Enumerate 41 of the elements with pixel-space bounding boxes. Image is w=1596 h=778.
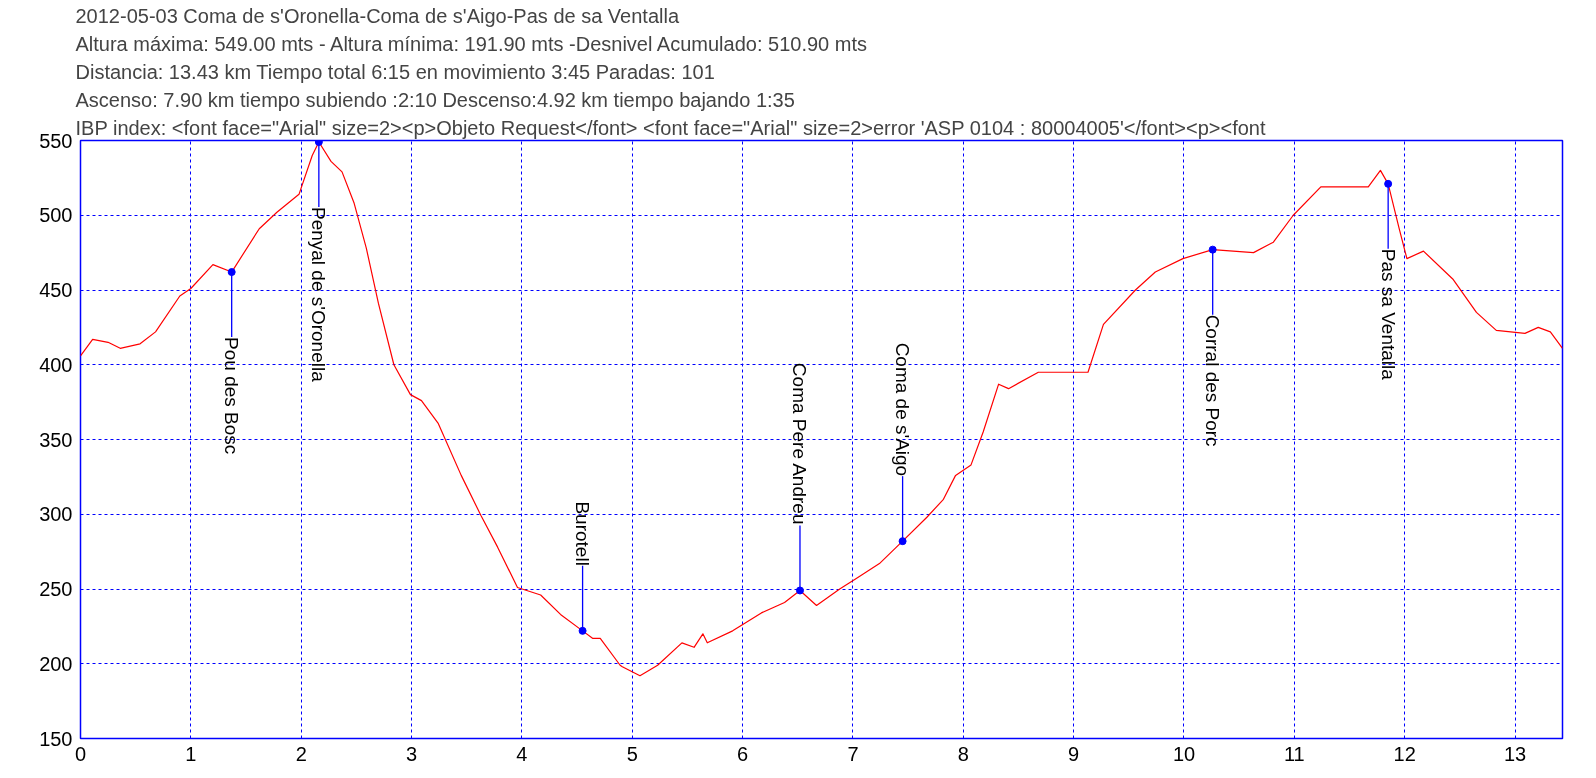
y-tick-label: 550	[39, 129, 73, 152]
annotation: Pas sa Ventalla	[1377, 248, 1399, 381]
x-tick-label: 13	[1503, 742, 1527, 765]
y-tick-label: 250	[39, 578, 73, 600]
point	[578, 626, 587, 635]
x-tick-label: 3	[405, 742, 418, 765]
x-tick-label: 6	[737, 742, 749, 765]
x-tick-label: 9	[1068, 742, 1080, 765]
x-tick-label: 2	[295, 742, 307, 765]
point	[1208, 245, 1217, 254]
text: IBP index: <font face="Arial" size=2><p>Objeto Request</font> <font face="Arial" size=2>error 'ASP 0104 : 80004005'</font><p><font	[75, 116, 1266, 139]
y-tick-label: 200	[39, 652, 73, 675]
x-tick-label: 0	[74, 742, 87, 765]
chart-title: 2012-05-03 Coma de s'Oronella-Coma de s'Aigo-Pas de sa Ventalla	[75, 4, 680, 27]
y-tick-label: 500	[39, 204, 73, 227]
annotation: Coma de s'Aigo	[892, 342, 914, 477]
x-tick-label: 11	[1283, 742, 1305, 765]
x-tick-label: 12	[1393, 742, 1416, 765]
x-tick-label: 10	[1172, 742, 1196, 765]
x-tick-label: 8	[957, 742, 969, 765]
point	[1384, 179, 1393, 188]
y-tick-label: 300	[39, 503, 73, 526]
annotation: Pou des Bosc	[221, 337, 243, 455]
chart-subtitle: Altura máxima: 549.00 mts - Altura mínima: 191.90 mts -Desnivel Acumulado: 510.90 mts	[75, 32, 867, 55]
text: Distancia: 13.43 km Tiempo total 6:15 en movimiento 3:45 Paradas: 101	[75, 60, 715, 83]
y-tick-label: 450	[39, 279, 73, 301]
x-tick-label: 7	[847, 742, 859, 765]
annotation: Burotell	[572, 501, 594, 566]
annotation: Corral des Porc	[1202, 314, 1224, 447]
point	[898, 537, 907, 546]
y-tick-label: 400	[39, 353, 73, 376]
x-tick-label: 5	[626, 742, 638, 765]
annotation: Coma Pere Andreu	[789, 362, 811, 525]
annotation: Penyal de s'Oronella	[308, 206, 330, 383]
y-tick-label: 150	[39, 727, 73, 750]
point	[795, 586, 804, 595]
x-tick-label: 4	[516, 742, 528, 765]
text: Ascenso: 7.90 km tiempo subiendo :2:10 Descenso:4.92 km tiempo bajando 1:35	[75, 88, 795, 111]
x-tick-label: 1	[185, 742, 197, 765]
point	[227, 268, 236, 277]
y-tick-label: 350	[39, 428, 73, 451]
